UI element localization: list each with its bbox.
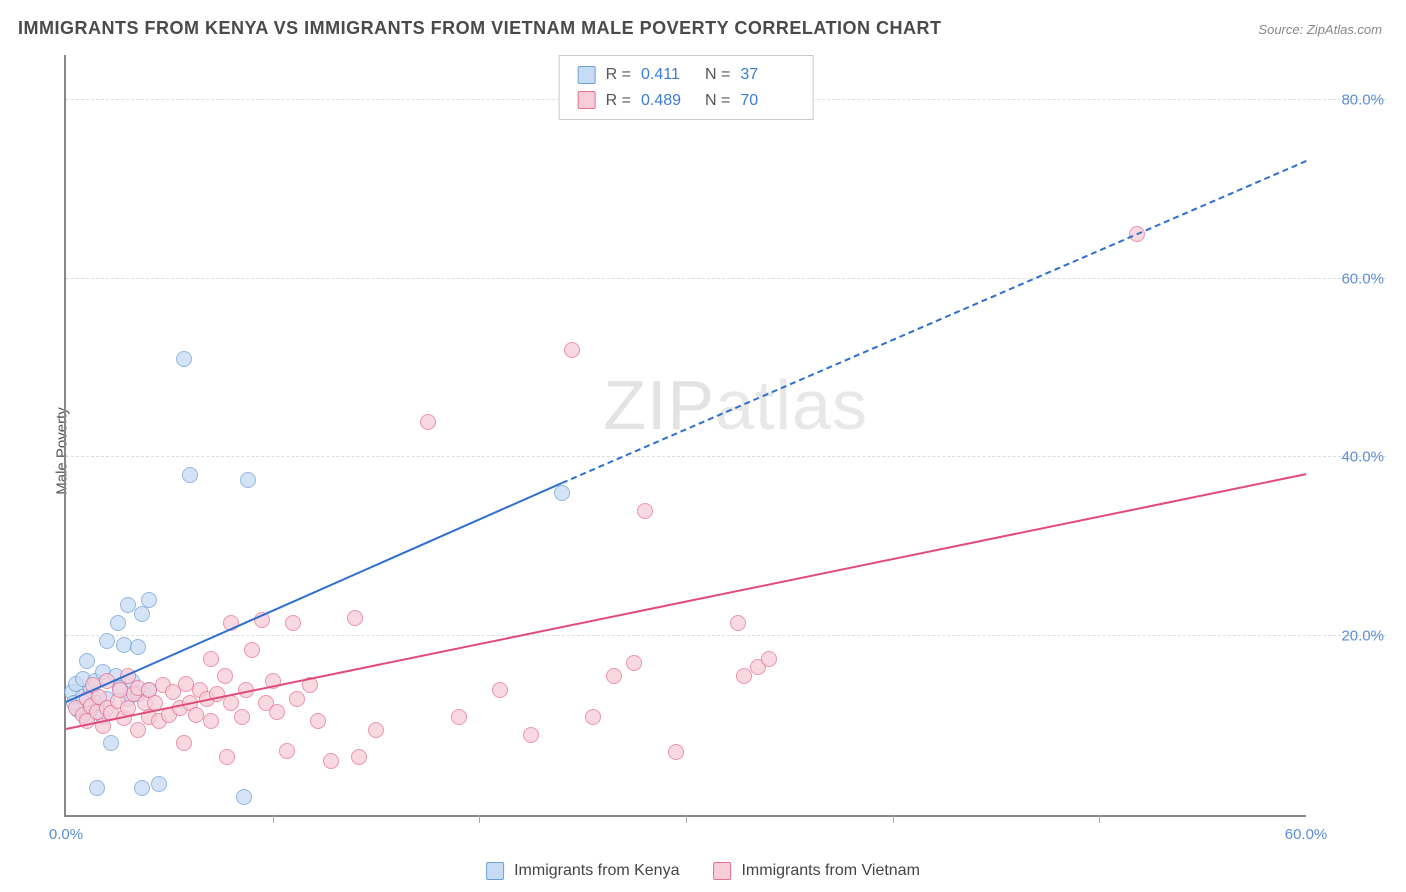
scatter-point bbox=[626, 655, 642, 671]
scatter-point bbox=[637, 503, 653, 519]
scatter-point bbox=[120, 597, 136, 613]
scatter-point bbox=[564, 342, 580, 358]
scatter-point bbox=[203, 713, 219, 729]
gridline-h bbox=[66, 456, 1386, 457]
scatter-point bbox=[130, 639, 146, 655]
scatter-point bbox=[606, 668, 622, 684]
scatter-point bbox=[182, 467, 198, 483]
stats-swatch-vietnam bbox=[578, 91, 596, 109]
legend-label-kenya: Immigrants from Kenya bbox=[514, 862, 679, 880]
x-tick bbox=[273, 815, 274, 823]
scatter-point bbox=[79, 653, 95, 669]
scatter-point bbox=[110, 615, 126, 631]
source-value: ZipAtlas.com bbox=[1307, 22, 1382, 37]
x-tick bbox=[1099, 815, 1100, 823]
legend-label-vietnam: Immigrants from Vietnam bbox=[741, 862, 919, 880]
scatter-point bbox=[347, 610, 363, 626]
chart-title: IMMIGRANTS FROM KENYA VS IMMIGRANTS FROM… bbox=[18, 18, 942, 39]
scatter-point bbox=[668, 744, 684, 760]
scatter-point bbox=[134, 780, 150, 796]
x-tick bbox=[893, 815, 894, 823]
y-tick-label: 80.0% bbox=[1314, 91, 1384, 108]
plot-container: Male Poverty ZIPatlas R = 0.411 N = 37 R… bbox=[50, 55, 1386, 847]
scatter-point bbox=[761, 651, 777, 667]
stats-r-value-kenya: 0.411 bbox=[641, 62, 695, 88]
scatter-point bbox=[730, 615, 746, 631]
scatter-point bbox=[289, 691, 305, 707]
trend-line bbox=[66, 482, 563, 703]
legend-swatch-vietnam bbox=[713, 862, 731, 880]
scatter-point bbox=[203, 651, 219, 667]
stats-r-value-vietnam: 0.489 bbox=[641, 88, 695, 114]
scatter-point bbox=[176, 735, 192, 751]
scatter-point bbox=[351, 749, 367, 765]
x-tick-label: 0.0% bbox=[49, 826, 83, 843]
scatter-point bbox=[585, 709, 601, 725]
stats-n-value-kenya: 37 bbox=[740, 62, 794, 88]
legend-item-vietnam: Immigrants from Vietnam bbox=[713, 862, 919, 880]
scatter-point bbox=[285, 615, 301, 631]
legend-swatch-kenya bbox=[486, 862, 504, 880]
y-tick-label: 20.0% bbox=[1314, 628, 1384, 645]
scatter-point bbox=[89, 780, 105, 796]
y-tick-label: 40.0% bbox=[1314, 449, 1384, 466]
trend-line bbox=[66, 473, 1306, 730]
x-tick-label: 60.0% bbox=[1285, 826, 1328, 843]
scatter-point bbox=[736, 668, 752, 684]
gridline-h bbox=[66, 278, 1386, 279]
legend-item-kenya: Immigrants from Kenya bbox=[486, 862, 679, 880]
gridline-h bbox=[66, 635, 1386, 636]
scatter-point bbox=[151, 776, 167, 792]
stats-swatch-kenya bbox=[578, 66, 596, 84]
bottom-legend: Immigrants from Kenya Immigrants from Vi… bbox=[486, 862, 920, 880]
scatter-point bbox=[523, 727, 539, 743]
scatter-point bbox=[492, 682, 508, 698]
scatter-point bbox=[451, 709, 467, 725]
scatter-point bbox=[103, 735, 119, 751]
stats-n-value-vietnam: 70 bbox=[740, 88, 794, 114]
scatter-point bbox=[368, 722, 384, 738]
scatter-point bbox=[130, 722, 146, 738]
source-label: Source: bbox=[1258, 22, 1303, 37]
stats-r-label: R = bbox=[606, 62, 631, 88]
scatter-point bbox=[269, 704, 285, 720]
scatter-point bbox=[420, 414, 436, 430]
stats-n-label: N = bbox=[705, 62, 730, 88]
x-tick bbox=[479, 815, 480, 823]
plot-area: ZIPatlas R = 0.411 N = 37 R = 0.489 N = … bbox=[64, 55, 1306, 817]
scatter-point bbox=[244, 642, 260, 658]
stats-row-kenya: R = 0.411 N = 37 bbox=[578, 62, 795, 88]
scatter-point bbox=[279, 743, 295, 759]
scatter-point bbox=[219, 749, 235, 765]
scatter-point bbox=[240, 472, 256, 488]
watermark: ZIPatlas bbox=[603, 365, 868, 445]
scatter-point bbox=[554, 485, 570, 501]
correlation-stats-box: R = 0.411 N = 37 R = 0.489 N = 70 bbox=[559, 55, 814, 120]
scatter-point bbox=[141, 592, 157, 608]
source-attribution: Source: ZipAtlas.com bbox=[1258, 22, 1382, 37]
scatter-point bbox=[236, 789, 252, 805]
scatter-point bbox=[234, 709, 250, 725]
y-tick-label: 60.0% bbox=[1314, 270, 1384, 287]
stats-row-vietnam: R = 0.489 N = 70 bbox=[578, 88, 795, 114]
scatter-point bbox=[99, 633, 115, 649]
scatter-point bbox=[323, 753, 339, 769]
x-tick bbox=[686, 815, 687, 823]
trend-line-dashed bbox=[562, 160, 1307, 484]
scatter-point bbox=[176, 351, 192, 367]
stats-r-label: R = bbox=[606, 88, 631, 114]
stats-n-label: N = bbox=[705, 88, 730, 114]
scatter-point bbox=[217, 668, 233, 684]
scatter-point bbox=[310, 713, 326, 729]
